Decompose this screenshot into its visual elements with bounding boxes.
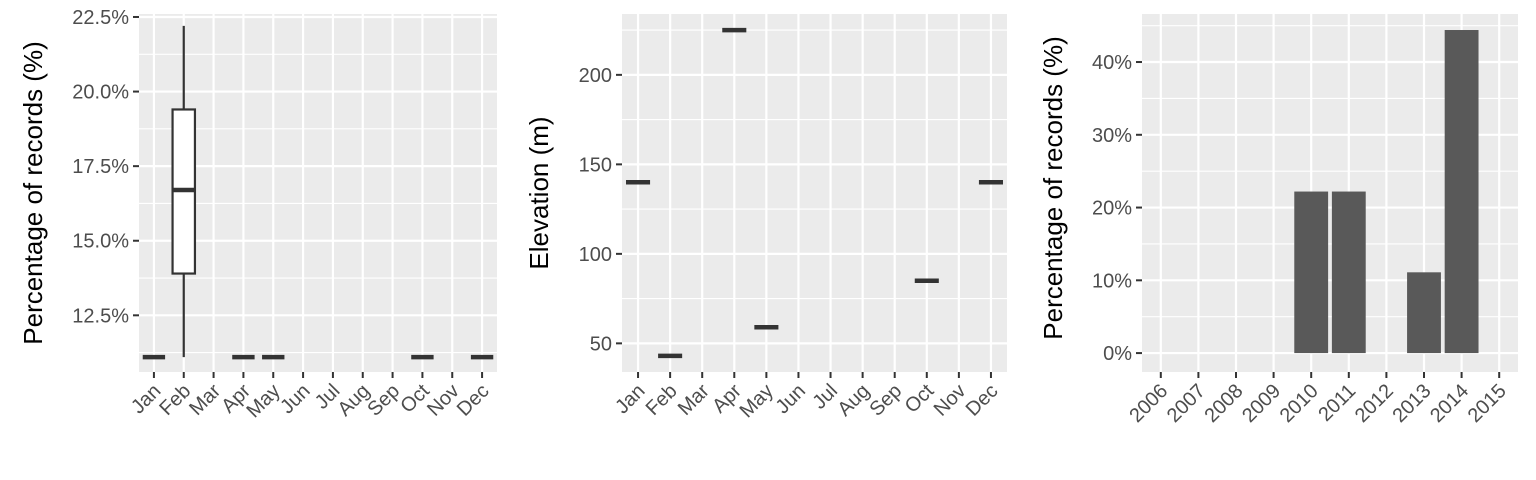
y-tick-label: 20.0% <box>72 82 129 104</box>
chart-monthly-elevation: 50100150200JanFebMarAprMayJunJulAugSepOc… <box>524 14 1007 422</box>
x-tick-label: 2010 <box>1276 380 1323 427</box>
y-axis-title: Elevation (m) <box>524 116 554 269</box>
x-tick-label: May <box>736 380 778 422</box>
bar <box>1331 191 1366 354</box>
x-tick-label: Aug <box>833 380 874 421</box>
bar <box>1444 30 1479 354</box>
x-tick-label: Jun <box>772 380 810 418</box>
x-tick-label: 2009 <box>1238 380 1285 427</box>
plot-panel <box>139 14 497 372</box>
plot-panel <box>622 14 1007 372</box>
x-tick-label: 2007 <box>1163 380 1210 427</box>
y-tick-label: 12.5% <box>72 305 129 327</box>
x-tick-label: Mar <box>674 380 714 420</box>
x-tick-label: Oct <box>901 380 939 418</box>
x-tick-label: Jan <box>611 380 649 418</box>
y-tick-label: 40% <box>1092 52 1132 74</box>
x-tick-label: Feb <box>642 380 682 420</box>
x-tick-label: 2011 <box>1314 380 1360 426</box>
x-tick-label: Dec <box>453 380 494 421</box>
y-tick-label: 0% <box>1103 343 1132 365</box>
x-tick-label: 2015 <box>1464 380 1511 427</box>
y-axis-title: Percentage of records (%) <box>18 41 48 344</box>
y-tick-label: 10% <box>1092 270 1132 292</box>
y-tick-label: 15.0% <box>72 231 129 253</box>
y-tick-label: 150 <box>579 154 612 176</box>
y-tick-label: 100 <box>579 244 612 266</box>
x-tick-label: 2008 <box>1201 380 1248 427</box>
x-tick-label: Dec <box>962 380 1003 421</box>
y-tick-label: 20% <box>1092 198 1132 220</box>
y-tick-label: 50 <box>590 333 612 355</box>
x-tick-label: Sep <box>866 380 907 421</box>
x-tick-label: 2006 <box>1125 380 1172 427</box>
chart-yearly-percentage: 0%10%20%30%40%20062007200820092010201120… <box>1038 14 1518 427</box>
x-tick-label: Nov <box>930 380 971 421</box>
bar <box>1407 272 1441 354</box>
y-tick-label: 17.5% <box>72 156 129 178</box>
x-tick-label: Jun <box>276 380 314 418</box>
y-tick-label: 30% <box>1092 125 1132 147</box>
x-tick-label: 2014 <box>1426 380 1473 427</box>
y-tick-label: 22.5% <box>72 7 129 29</box>
x-tick-label: 2012 <box>1351 380 1398 427</box>
bar <box>1294 191 1329 354</box>
chart-monthly-percentage: 12.5%15.0%17.5%20.0%22.5%JanFebMarAprMay… <box>18 7 497 422</box>
y-axis-title: Percentage of records (%) <box>1038 36 1068 339</box>
y-tick-label: 200 <box>579 65 612 87</box>
x-tick-label: 2013 <box>1389 380 1436 427</box>
